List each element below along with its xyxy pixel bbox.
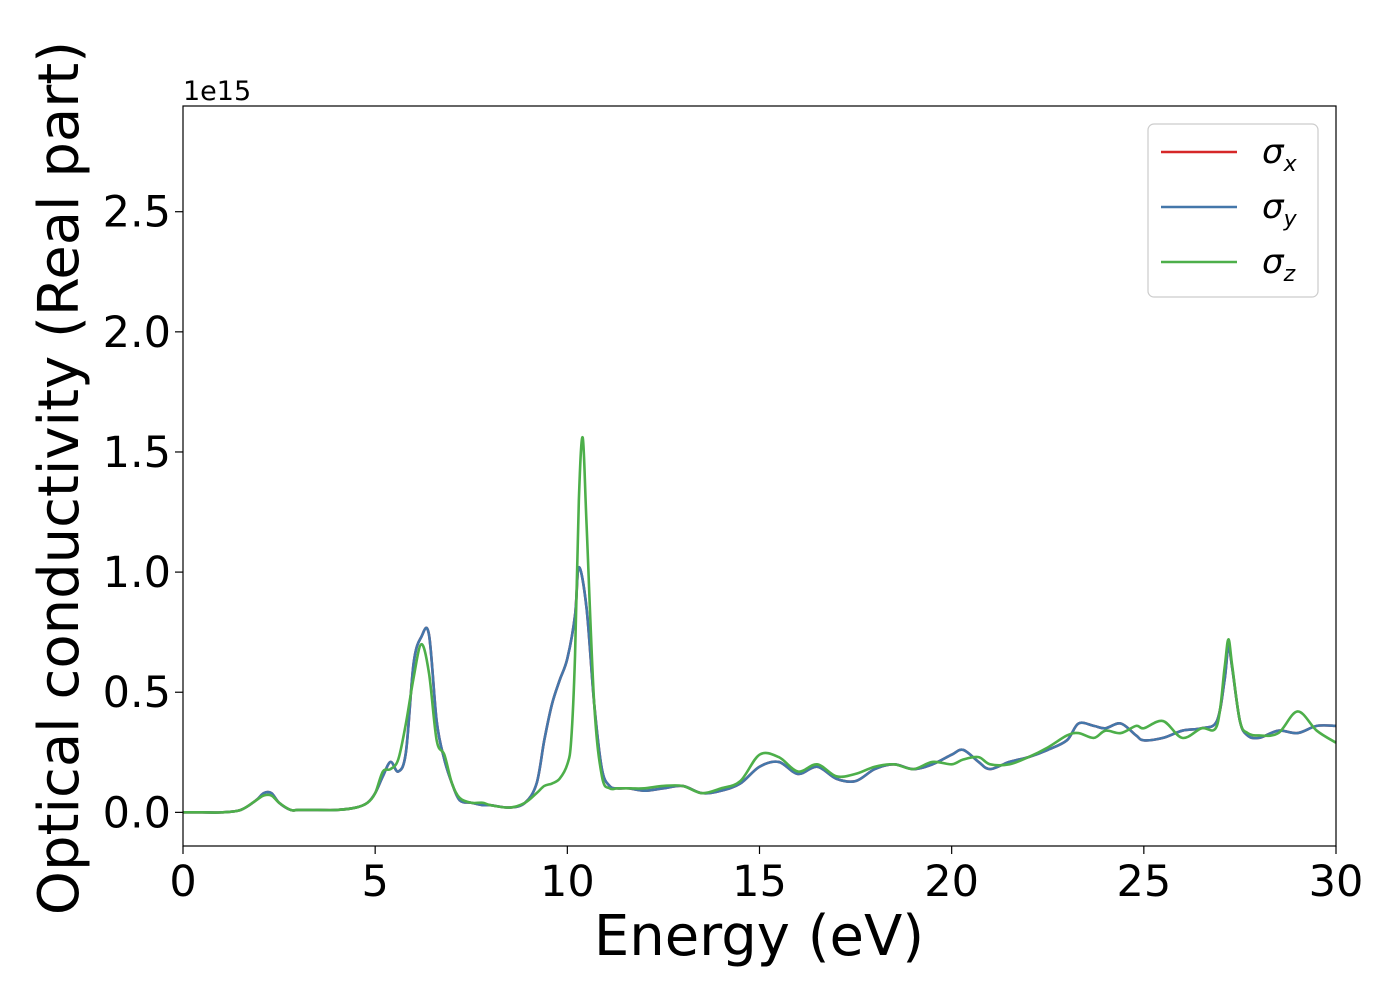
x-axis: 0 5 10 15 20 25 30 (169, 846, 1363, 907)
legend-box (1147, 123, 1319, 298)
y-axis: 0.0 0.5 1.0 1.5 2.0 2.5 (103, 188, 183, 838)
legend: σx σy σz (1147, 123, 1319, 298)
x-tick-label: 10 (540, 857, 595, 907)
y-tick-label: 2.5 (103, 188, 171, 238)
x-tick-label: 0 (169, 857, 196, 907)
x-tick-label: 15 (732, 857, 787, 907)
y-tick-label: 2.0 (103, 308, 171, 358)
x-axis-title: Energy (eV) (594, 904, 924, 969)
legend-label-y: σy (1262, 187, 1298, 232)
y-tick-label: 1.0 (103, 548, 171, 598)
y-tick-label: 1.5 (103, 428, 171, 478)
series-lines (183, 436, 1337, 814)
series-line-z (183, 436, 1337, 814)
y-axis-title: Optical conductivity (Real part) (27, 41, 92, 915)
x-tick-label: 20 (924, 857, 979, 907)
y-tick-label: 0.5 (103, 668, 171, 718)
y-tick-label: 0.0 (103, 788, 171, 838)
legend-label-z: σz (1262, 242, 1296, 287)
legend-label-x: σx (1262, 132, 1298, 177)
x-tick-label: 30 (1309, 857, 1364, 907)
y-offset-label: 1e15 (183, 76, 251, 107)
x-tick-label: 5 (361, 857, 388, 907)
x-tick-label: 25 (1116, 857, 1171, 907)
